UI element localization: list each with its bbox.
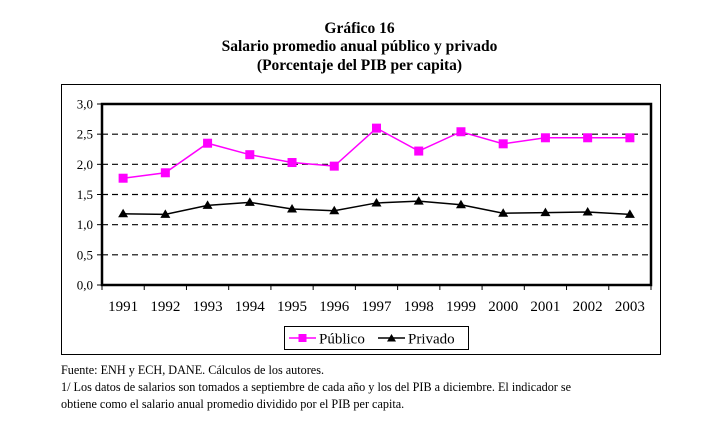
chart-subtitle: (Porcentaje del PIB per capita) (256, 57, 463, 74)
legend-label-publico: Público (319, 332, 365, 348)
x-tick-label: 1997 (362, 299, 393, 315)
footnote-line-1: 1/ Los datos de salarios son tomados a s… (61, 380, 572, 394)
data-point-privado (582, 206, 593, 216)
data-point-privado (160, 209, 171, 218)
source-note: Fuente: ENH y ECH, DANE. Cálculos de los… (61, 363, 325, 377)
x-tick-label: 2003 (615, 299, 645, 315)
data-point-privado (287, 203, 298, 213)
data-point-publico (625, 133, 635, 143)
data-point-privado (329, 205, 340, 215)
data-point-privado (540, 207, 551, 217)
data-point-privado (118, 208, 129, 218)
series-line-publico (123, 127, 630, 179)
data-point-privado (202, 200, 213, 209)
chart-number: Gráfico 16 (324, 20, 395, 37)
x-tick-label: 1995 (277, 299, 307, 315)
data-point-privado (624, 209, 635, 218)
data-point-privado (371, 197, 382, 207)
x-tick-label: 1991 (108, 299, 138, 315)
data-point-publico (540, 133, 550, 143)
chart-outer-frame (61, 84, 661, 355)
data-point-publico (414, 146, 424, 156)
x-tick-label: 1992 (150, 299, 180, 315)
y-tick-label: 1,5 (77, 187, 93, 202)
data-point-privado (455, 199, 466, 209)
data-point-privado (498, 208, 509, 217)
y-tick-label: 2,0 (77, 157, 93, 172)
data-point-publico (583, 133, 593, 143)
legend-square-marker-icon (298, 334, 307, 342)
data-point-publico (372, 123, 381, 133)
legend: Público Privado (284, 326, 469, 350)
data-point-publico (160, 168, 170, 178)
legend-box (284, 326, 469, 350)
footnote-line-2: obtiene como el salario anual promedio d… (61, 397, 405, 411)
x-tick-label: 2001 (530, 299, 560, 315)
data-point-publico (329, 161, 339, 171)
data-point-publico (118, 173, 128, 183)
data-point-privado (413, 196, 424, 205)
series (118, 123, 635, 218)
y-tick-label: 0,0 (77, 278, 93, 293)
y-tick-label: 1,0 (77, 217, 93, 232)
chart-title: Salario promedio anual público y privado (221, 38, 498, 55)
legend-triangle-marker-icon (387, 334, 396, 342)
data-point-publico (203, 138, 213, 148)
data-point-privado (244, 197, 255, 206)
x-tick-label: 1998 (404, 299, 434, 315)
legend-label-privado: Privado (408, 332, 455, 348)
y-tick-label: 2,5 (77, 127, 93, 142)
x-tick-label: 1994 (235, 299, 266, 315)
x-tick-label: 2000 (488, 299, 518, 315)
x-tick-label: 2002 (573, 299, 603, 315)
y-tick-label: 0,5 (77, 247, 93, 262)
axes: 0,0 0,5 1,0 1,5 2,0 2,5 3,0 1991 1992 1993 1994 199… (77, 97, 653, 315)
data-point-publico (287, 158, 297, 168)
data-point-publico (498, 139, 508, 149)
y-tick-label: 3,0 (77, 97, 93, 112)
data-point-publico (456, 127, 466, 137)
x-tick-label: 1993 (193, 299, 223, 315)
data-point-publico (245, 150, 255, 160)
gridlines (102, 133, 651, 256)
x-tick-label: 1996 (319, 299, 350, 315)
x-tick-label: 1999 (446, 299, 476, 315)
